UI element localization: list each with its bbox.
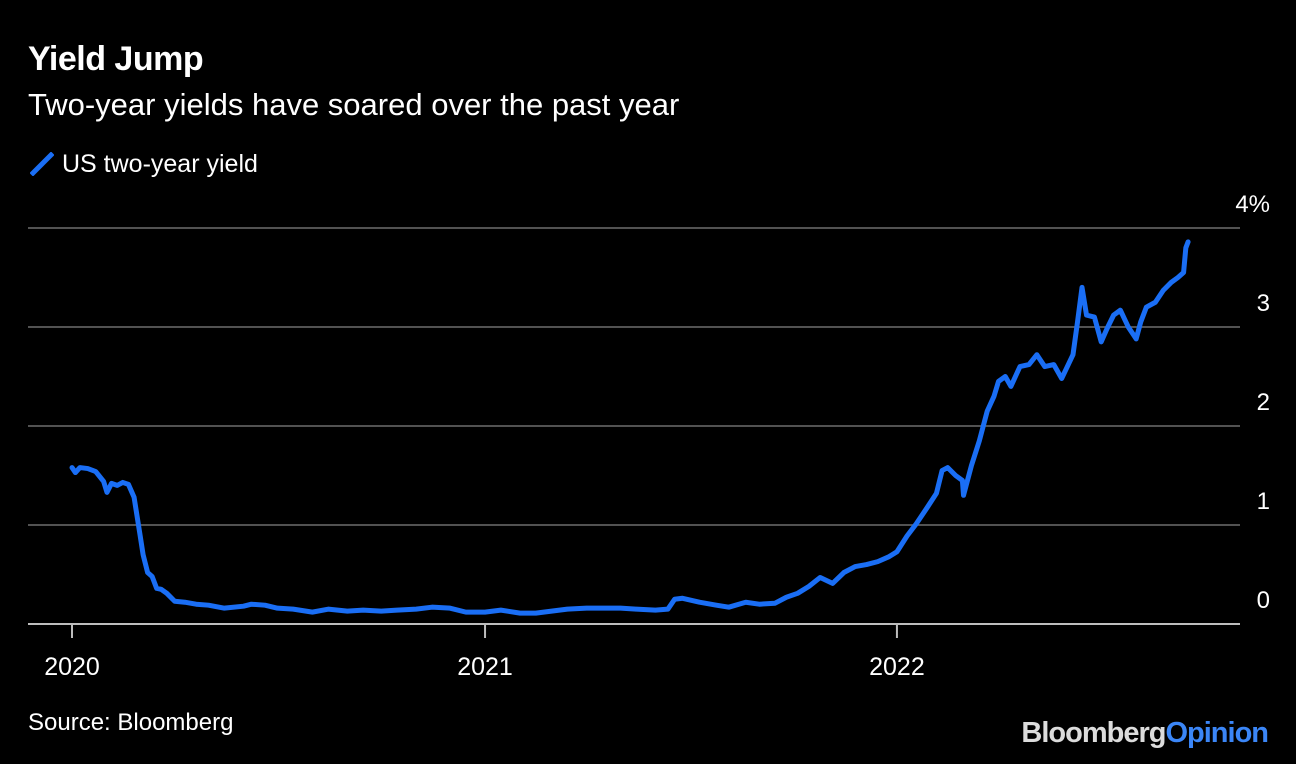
chart-legend: US two-year yield xyxy=(30,147,258,181)
x-tick-label: 2021 xyxy=(457,653,513,681)
source-note: Source: Bloomberg xyxy=(28,709,234,736)
y-tick-label: 0 xyxy=(1257,587,1270,614)
y-tick-label: 3 xyxy=(1257,290,1270,317)
y-tick-label: 1 xyxy=(1257,488,1270,515)
brand-logo: BloombergOpinion xyxy=(1021,717,1269,750)
brand-logo-part2: Opinion xyxy=(1165,717,1269,749)
page-title: Yield Jump xyxy=(28,40,204,78)
y-tick-label: 4% xyxy=(1235,191,1270,218)
y-tick-label: 2 xyxy=(1257,389,1270,416)
series-line-us-two-year-yield xyxy=(69,239,1191,616)
brand-logo-part1: Bloomberg xyxy=(1021,717,1166,749)
x-tick-label: 2022 xyxy=(869,653,925,681)
legend-line-icon xyxy=(30,152,54,176)
legend-label: US two-year yield xyxy=(62,149,258,178)
page-subtitle: Two-year yields have soared over the pas… xyxy=(28,87,680,122)
x-tick-label: 2020 xyxy=(44,653,100,681)
